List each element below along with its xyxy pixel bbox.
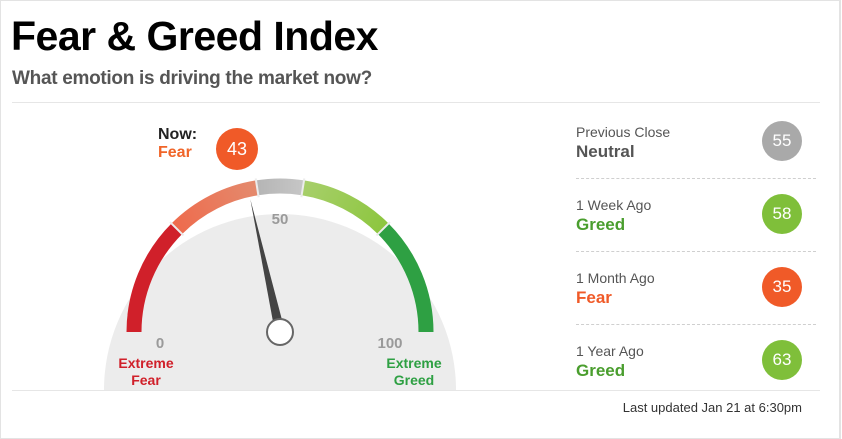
gauge-segment-extreme-greed — [377, 223, 434, 333]
gauge-segment-fear — [171, 180, 259, 235]
history-list: Previous Close Neutral 55 1 Week Ago Gre… — [576, 106, 816, 397]
last-updated: Last updated Jan 21 at 6:30pm — [622, 400, 802, 415]
top-divider — [12, 102, 820, 103]
history-label: Previous Close — [576, 124, 671, 140]
history-score-badge: 58 — [762, 194, 802, 234]
gauge-divider — [300, 178, 306, 198]
gauge-tick-max: 100 — [377, 335, 402, 352]
history-row-1-month-ago: 1 Month Ago Fear 35 — [576, 252, 816, 325]
now-label: Now: — [158, 126, 198, 143]
history-score-badge: 63 — [762, 340, 802, 380]
page-subtitle: What emotion is driving the market now? — [12, 68, 372, 89]
extreme-greed-caption-line1: Extreme — [386, 355, 441, 371]
history-value-label: Greed — [576, 361, 626, 380]
gauge-segment-greed — [301, 180, 389, 235]
history-value-label: Greed — [576, 215, 626, 234]
gauge-segment-extreme-fear — [126, 223, 183, 333]
extreme-greed-caption-line2: Greed — [394, 372, 434, 388]
history-label: 1 Week Ago — [576, 197, 652, 213]
now-indicator: Now: Fear — [158, 126, 197, 162]
history-score-badge: 55 — [762, 121, 802, 161]
gauge-divider — [254, 178, 260, 198]
history-row-previous-close: Previous Close Neutral 55 — [576, 106, 816, 179]
gauge-needle-hub — [266, 318, 294, 346]
gauge-segment-neutral — [255, 178, 305, 196]
gauge-divider — [375, 221, 391, 237]
history-value-label: Fear — [576, 288, 612, 307]
now-score-badge: 43 — [216, 128, 258, 170]
history-row-1-year-ago: 1 Year Ago Greed 63 — [576, 325, 816, 397]
history-score-badge: 35 — [762, 267, 802, 307]
gauge-needle — [250, 199, 285, 334]
history-label: 1 Month Ago — [576, 270, 655, 286]
extreme-fear-caption-line1: Extreme — [118, 355, 173, 371]
history-value-label: Neutral — [576, 142, 635, 161]
history-label: 1 Year Ago — [576, 343, 644, 359]
fear-greed-gauge: 0 50 100 Extreme Fear Extreme Greed — [104, 178, 456, 390]
now-value-label: Fear — [158, 144, 192, 161]
gauge-tick-mid: 50 — [272, 211, 289, 228]
bottom-divider — [12, 390, 820, 391]
gauge-divider — [169, 221, 185, 237]
gauge-background — [104, 214, 456, 390]
history-row-1-week-ago: 1 Week Ago Greed 58 — [576, 179, 816, 252]
gauge-tick-min: 0 — [156, 335, 164, 352]
extreme-fear-caption-line2: Fear — [131, 372, 161, 388]
page-title: Fear & Greed Index — [11, 13, 378, 59]
